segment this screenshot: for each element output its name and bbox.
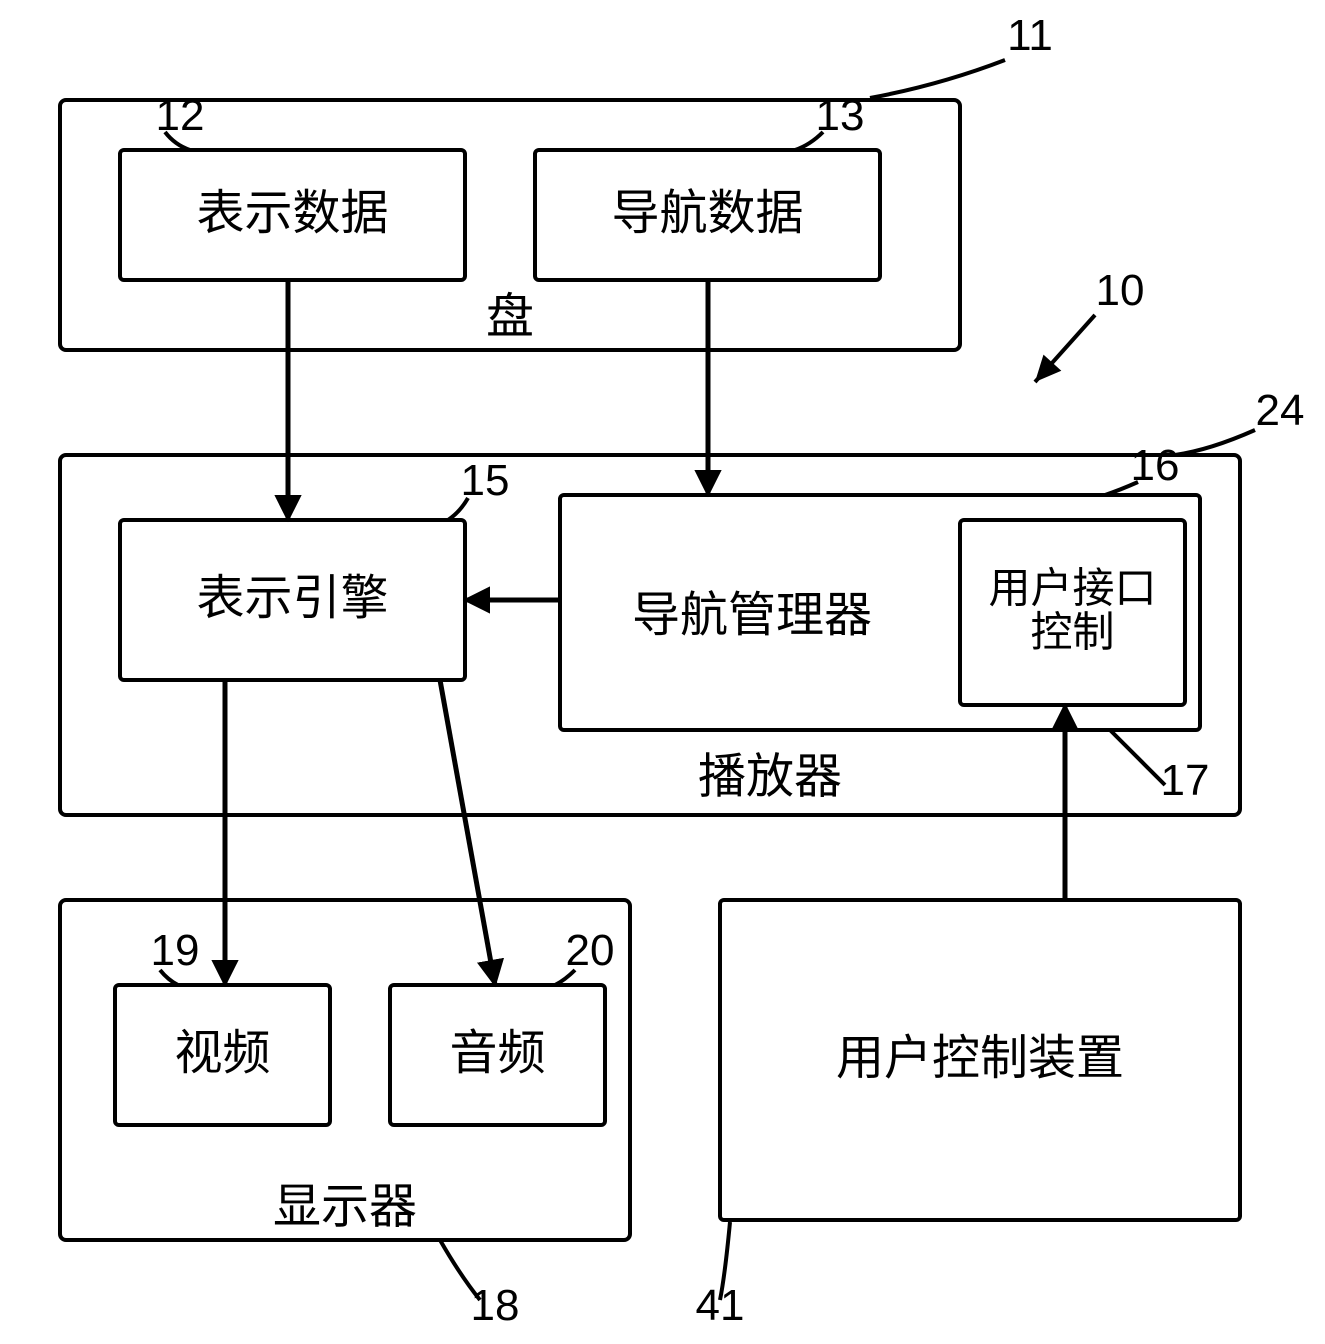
svg-text:12: 12 <box>156 91 205 140</box>
block-pres_data: 表示数据 <box>120 150 465 280</box>
block-pres_engine: 表示引擎 <box>120 520 465 680</box>
svg-text:24: 24 <box>1256 386 1305 435</box>
block-ui_ctrl-label: 用户接口 <box>988 565 1156 612</box>
block-user_dev: 用户控制装置 <box>720 900 1240 1220</box>
block-ui_ctrl: 用户接口控制 <box>960 520 1185 705</box>
svg-text:13: 13 <box>816 91 865 140</box>
arrow-pres_engine-to-audio <box>440 680 495 985</box>
svg-text:11: 11 <box>1007 11 1053 60</box>
svg-text:18: 18 <box>471 1281 520 1330</box>
svg-text:19: 19 <box>151 926 200 975</box>
svg-text:16: 16 <box>1131 441 1180 490</box>
svg-text:15: 15 <box>461 456 510 505</box>
block-audio: 音频 <box>390 985 605 1125</box>
refnum-18: 18 <box>440 1240 519 1330</box>
block-video-label: 视频 <box>174 1027 270 1080</box>
refnum-16: 16 <box>1105 441 1179 495</box>
refnum-12: 12 <box>156 91 205 150</box>
refnum-17: 17 <box>1110 730 1209 805</box>
refnum-41: 41 <box>696 1222 745 1330</box>
svg-text:41: 41 <box>696 1281 745 1330</box>
refnum-19: 19 <box>151 926 200 985</box>
block-user_dev-label: 用户控制装置 <box>836 1032 1124 1085</box>
block-pres_data-label: 表示数据 <box>196 187 388 240</box>
block-pres_engine-label: 表示引擎 <box>196 572 388 625</box>
block-ui_ctrl-label: 控制 <box>1030 609 1114 656</box>
container-disc-label: 盘 <box>486 291 534 344</box>
refnum-11: 11 <box>870 11 1053 98</box>
refnum-20: 20 <box>555 926 614 985</box>
svg-text:17: 17 <box>1161 756 1210 805</box>
block-audio-label: 音频 <box>449 1027 545 1080</box>
block-nav_data: 导航数据 <box>535 150 880 280</box>
container-display-label: 显示器 <box>273 1181 417 1234</box>
block-nav_data-label: 导航数据 <box>611 187 803 240</box>
svg-text:20: 20 <box>566 926 615 975</box>
block-video: 视频 <box>115 985 330 1125</box>
refnum-24: 24 <box>1175 386 1304 455</box>
container-player-label: 播放器 <box>698 751 842 804</box>
block-nav_mgr-label: 导航管理器 <box>632 589 872 642</box>
refnum-15: 15 <box>448 456 509 520</box>
svg-text:10: 10 <box>1096 266 1145 315</box>
